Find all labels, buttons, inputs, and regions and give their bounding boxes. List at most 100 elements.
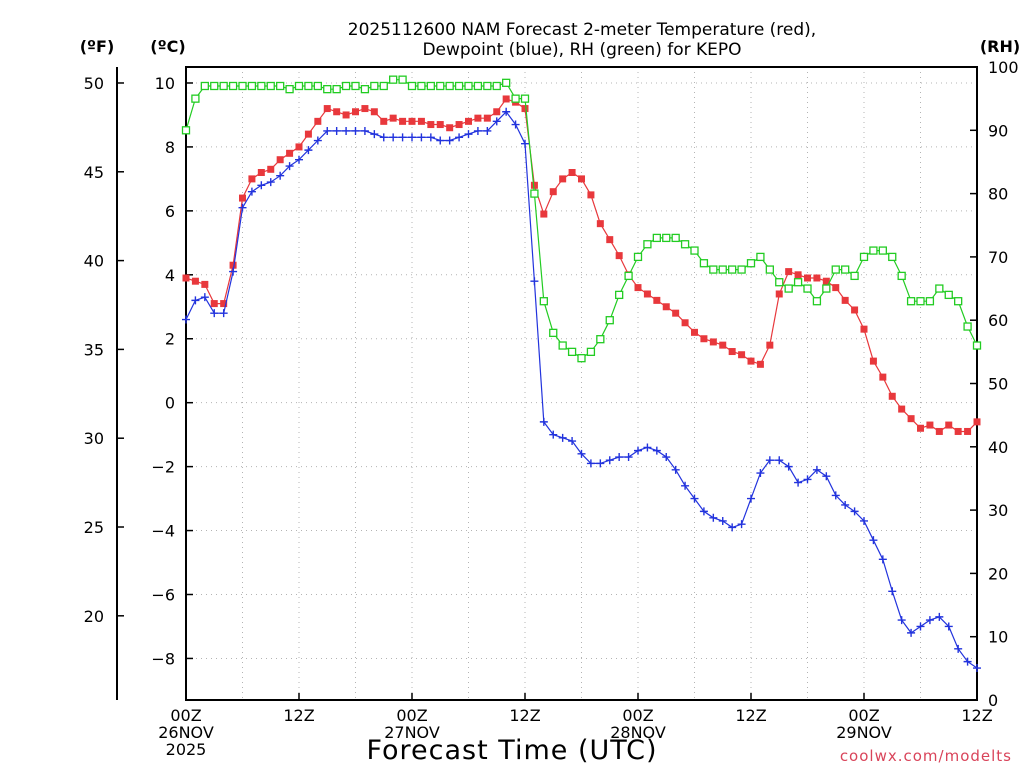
temperature-marker — [483, 114, 491, 122]
rh-marker — [257, 81, 266, 91]
dewpoint-marker — [747, 494, 755, 503]
dewpoint-marker — [973, 664, 981, 673]
dewpoint-marker — [295, 155, 303, 164]
rh-marker — [276, 81, 285, 91]
temperature-marker — [304, 130, 312, 138]
x-axis-title: Forecast Time (UTC) — [366, 735, 657, 766]
temperature-marker — [352, 108, 359, 116]
celsius-tick-label: 6 — [165, 202, 175, 221]
dewpoint-marker — [530, 277, 539, 286]
rh-marker — [944, 290, 953, 300]
dewpoint-marker — [247, 187, 256, 196]
fahrenheit-tick-label: 40 — [84, 252, 104, 271]
temperature-marker — [860, 325, 868, 333]
temperature-marker — [879, 373, 887, 381]
temperature-marker — [738, 351, 746, 359]
title-line2: Dewpoint (blue), RH (green) for KEPO — [422, 40, 741, 60]
temperature-marker — [964, 427, 972, 435]
dewpoint-marker — [313, 136, 322, 145]
dewpoint-marker — [483, 126, 492, 135]
temperature-marker — [832, 284, 840, 292]
temperature-marker — [926, 421, 934, 429]
rh-marker — [652, 233, 661, 243]
x-tick-label: 12Z — [509, 706, 540, 725]
celsius-tick-label: 10 — [155, 74, 175, 93]
temperature-marker — [361, 105, 369, 113]
temperature-marker — [276, 156, 284, 164]
temperature-marker — [945, 421, 953, 429]
temperature-marker — [229, 261, 237, 269]
temperature-marker — [191, 277, 199, 285]
temperature-marker — [370, 108, 378, 116]
celsius-tick-label: 4 — [165, 266, 175, 285]
dewpoint-marker — [568, 437, 577, 446]
dewpoint-marker — [671, 465, 680, 474]
dewpoint-marker — [624, 453, 633, 462]
dewpoint-marker — [182, 315, 190, 324]
dewpoint-marker — [963, 657, 972, 666]
dewpoint-marker — [436, 136, 445, 145]
rh-marker — [822, 284, 831, 293]
dewpoint-marker — [398, 133, 407, 142]
rh-tick-label: 50 — [988, 375, 1008, 394]
rh-marker — [605, 316, 614, 325]
temperature-marker — [239, 194, 246, 202]
temperature-marker — [719, 341, 727, 349]
temperature-marker — [380, 117, 388, 125]
temperature-marker — [493, 108, 501, 116]
axes — [116, 66, 978, 701]
rh-tick-label: 90 — [988, 121, 1008, 140]
rh-marker — [963, 322, 972, 331]
rh-marker — [492, 81, 501, 91]
chart-title: 2025112600 NAM Forecast 2-meter Temperat… — [348, 20, 816, 60]
dewpoint-marker — [803, 475, 812, 484]
rh-marker — [897, 271, 906, 281]
plot-frame — [185, 66, 978, 701]
dewpoint-marker — [549, 430, 558, 439]
temperature-marker — [728, 348, 736, 356]
dewpoint-marker — [596, 459, 605, 468]
temperature-marker — [295, 143, 303, 151]
dewpoint-marker — [765, 456, 774, 465]
celsius-tick-label: −4 — [151, 522, 175, 541]
temperature-marker — [559, 175, 567, 183]
rh-marker — [398, 75, 407, 84]
dewpoint-marker — [210, 309, 219, 318]
dewpoint-marker — [860, 516, 868, 525]
rh-marker — [454, 81, 464, 91]
dewpoint-marker — [662, 453, 671, 462]
rh-marker — [784, 284, 793, 293]
celsius-tick-label: 2 — [165, 330, 175, 349]
rh-marker — [793, 278, 803, 287]
dewpoint-marker — [944, 622, 953, 631]
dewpoint-marker — [323, 126, 332, 135]
dewpoint-marker — [492, 117, 501, 126]
x-tick-label: 26NOV — [158, 723, 214, 742]
rh-marker — [426, 81, 435, 91]
dewpoint-marker — [907, 628, 916, 637]
temperature-marker — [804, 274, 811, 282]
x-tick-label: 28NOV — [610, 723, 666, 742]
dewpoint-marker — [643, 443, 652, 452]
dewpoint-marker — [916, 622, 925, 631]
rh-tick-label: 100 — [988, 58, 1019, 77]
rh-marker — [775, 278, 784, 287]
x-tick-label: 12Z — [735, 706, 766, 725]
celsius-tick-label: 8 — [165, 138, 175, 157]
temperature-marker — [446, 124, 454, 132]
temperature-marker — [474, 114, 482, 122]
x-tick-label: 00Z — [170, 706, 201, 725]
temperature-marker — [785, 268, 793, 276]
rh-marker — [445, 81, 454, 91]
dewpoint-marker — [850, 507, 859, 516]
rh-marker — [483, 81, 492, 91]
rh-marker — [954, 297, 963, 306]
dewpoint-marker — [605, 456, 614, 465]
temperature-marker — [869, 357, 877, 365]
fahrenheit-tick-label: 50 — [84, 74, 104, 93]
rh-marker — [643, 240, 652, 249]
temperature-marker — [530, 181, 538, 189]
dewpoint-marker — [521, 139, 529, 148]
temperature-marker — [634, 284, 642, 292]
